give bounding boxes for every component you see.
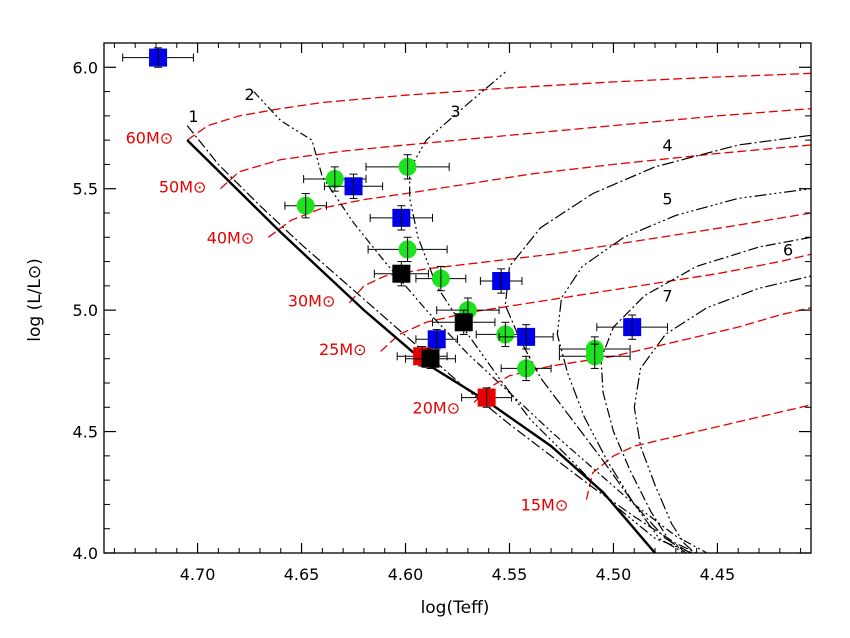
track-30msun bbox=[348, 212, 812, 304]
mass-label: 50M⊙ bbox=[159, 177, 207, 196]
mass-label: 25M⊙ bbox=[319, 340, 367, 359]
track-50msun bbox=[219, 107, 812, 190]
star-blue bbox=[596, 314, 669, 340]
y-tick-label: 5.5 bbox=[73, 180, 98, 199]
isochrone-label: 7 bbox=[662, 287, 672, 306]
track-25msun bbox=[380, 253, 812, 352]
isochrone-label: 1 bbox=[188, 107, 198, 126]
star-blue bbox=[415, 329, 458, 350]
mass-label: 30M⊙ bbox=[288, 291, 336, 310]
star-blue bbox=[323, 173, 384, 199]
zams-line bbox=[186, 139, 656, 554]
x-tick-label: 4.65 bbox=[284, 565, 320, 584]
x-tick-label: 4.45 bbox=[700, 565, 736, 584]
x-tick-label: 4.70 bbox=[180, 565, 216, 584]
star-markers bbox=[122, 47, 669, 408]
isochrone-label: 2 bbox=[244, 85, 254, 104]
isochrone-label: 5 bbox=[662, 189, 672, 208]
mass-label: 60M⊙ bbox=[126, 129, 174, 148]
star-blue bbox=[369, 205, 434, 231]
y-tick-label: 4.0 bbox=[73, 544, 98, 563]
isochrone-label: 4 bbox=[662, 136, 672, 155]
isochrones bbox=[186, 71, 812, 554]
mass-label: 15M⊙ bbox=[521, 495, 569, 514]
x-tick-label: 4.55 bbox=[492, 565, 528, 584]
y-tick-label: 4.5 bbox=[73, 423, 98, 442]
isochrone-7 bbox=[633, 275, 812, 554]
mass-label: 20M⊙ bbox=[413, 398, 461, 417]
isochrone-label: 6 bbox=[783, 240, 793, 259]
star-blue bbox=[479, 268, 523, 294]
curve-labels: 60M⊙ 50M⊙ 40M⊙ 30M⊙ 25M⊙ 20M⊙ 15M⊙ 1 2 3 4 5 6 7 bbox=[126, 85, 794, 514]
mass-label: 40M⊙ bbox=[207, 228, 255, 247]
star-green bbox=[475, 321, 535, 348]
track-60msun bbox=[186, 72, 812, 141]
star-blue bbox=[122, 47, 194, 68]
isochrone-5 bbox=[556, 188, 812, 554]
star-green bbox=[303, 166, 367, 192]
star-red bbox=[461, 387, 513, 408]
isochrone-label: 3 bbox=[450, 102, 460, 121]
isochrone-1 bbox=[186, 125, 697, 554]
track-20msun bbox=[473, 307, 812, 403]
axes: 4.70 4.65 4.60 4.55 4.50 4.45 4.0 4.5 5.0 5.5 6.0 bbox=[73, 43, 811, 584]
y-axis-title: log (L/L⊙) bbox=[25, 258, 45, 342]
star-green bbox=[284, 193, 327, 219]
x-tick-label: 4.50 bbox=[596, 565, 632, 584]
track-15msun bbox=[585, 404, 812, 500]
zams-curve bbox=[186, 139, 656, 554]
isochrone-3 bbox=[409, 71, 693, 554]
star-blue bbox=[498, 324, 554, 350]
star-green bbox=[367, 236, 448, 263]
star-black bbox=[432, 309, 496, 335]
star-green bbox=[415, 265, 467, 292]
star-green bbox=[500, 355, 552, 382]
y-tick-label: 5.0 bbox=[73, 301, 98, 320]
star-green bbox=[365, 154, 450, 180]
star-black bbox=[405, 348, 456, 369]
x-tick-label: 4.60 bbox=[388, 565, 424, 584]
plot-frame bbox=[103, 42, 812, 554]
x-axis-title: log(Teff) bbox=[421, 598, 490, 618]
star-black bbox=[373, 261, 429, 287]
star-green bbox=[558, 343, 631, 369]
y-tick-label: 6.0 bbox=[73, 58, 98, 77]
isochrone-6 bbox=[600, 236, 812, 554]
